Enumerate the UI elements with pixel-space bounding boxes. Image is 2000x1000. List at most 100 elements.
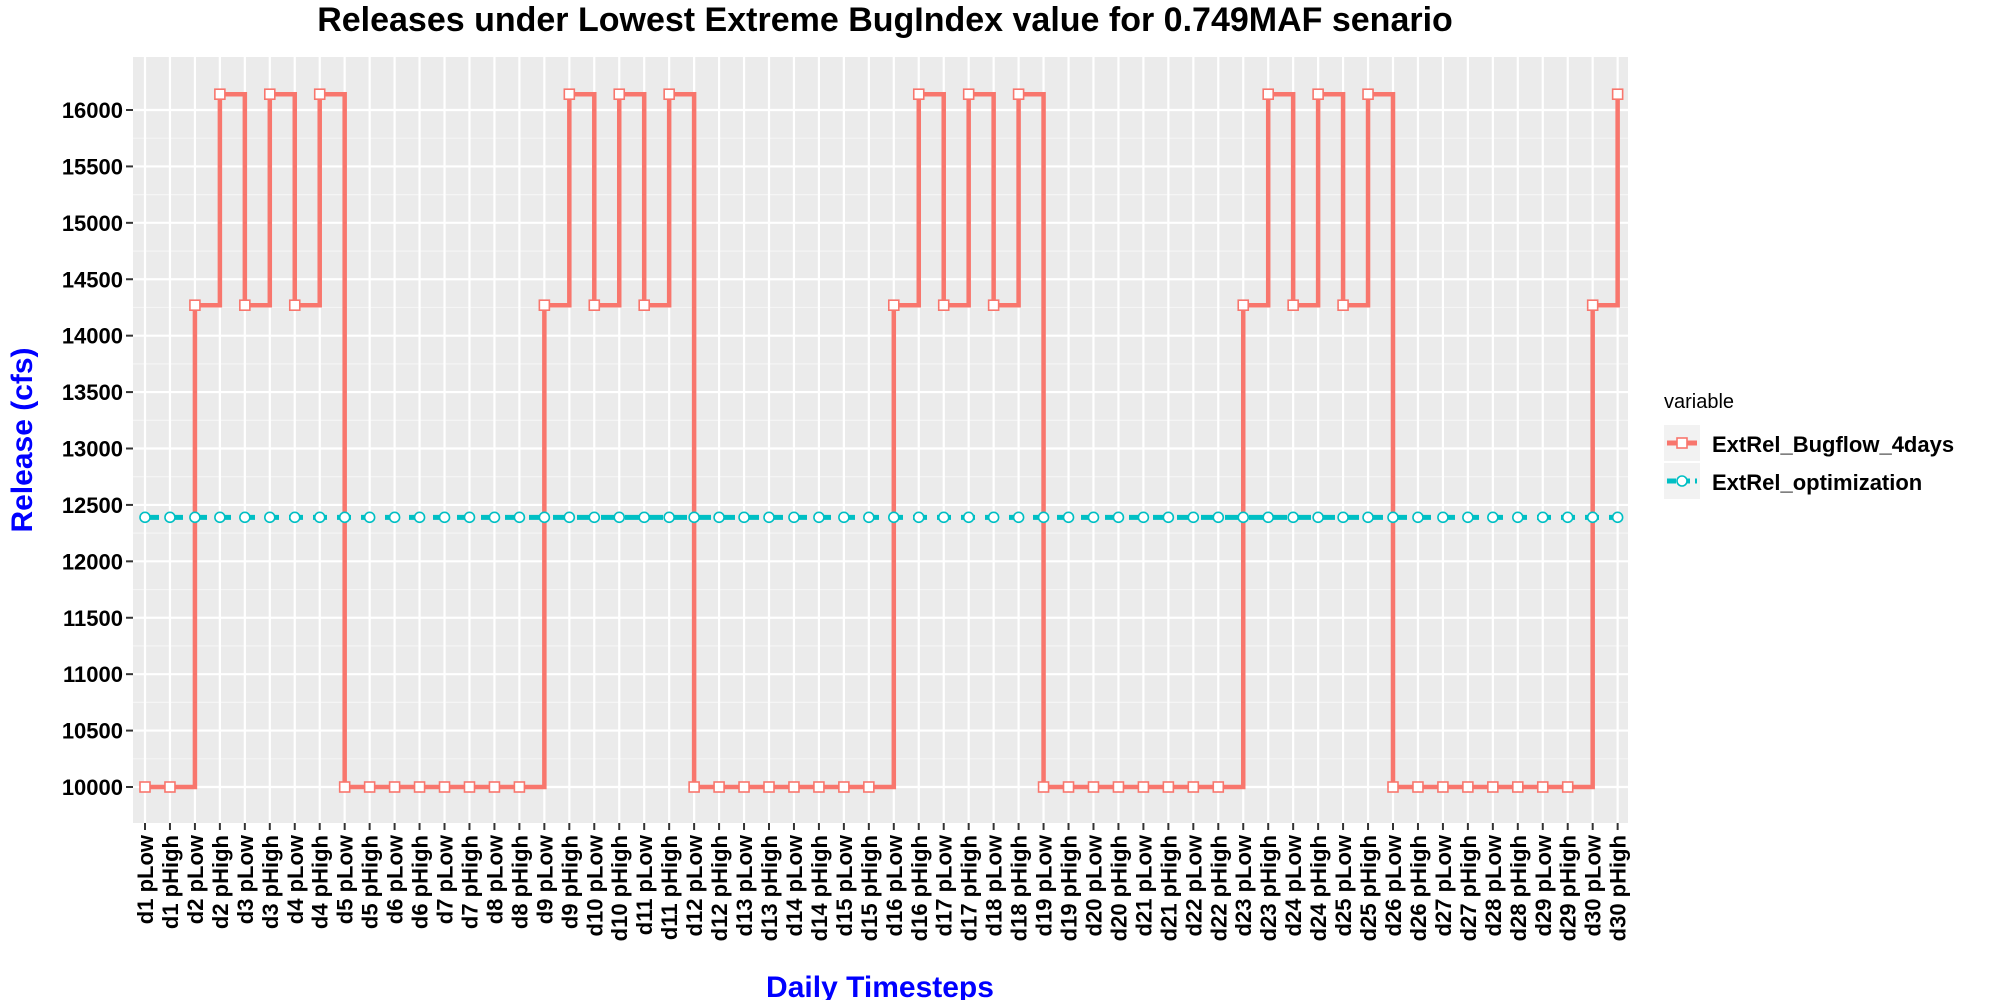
data-point (288, 299, 301, 312)
data-point (363, 511, 376, 524)
data-point (388, 511, 401, 524)
data-point (1087, 511, 1100, 524)
data-point (263, 511, 276, 524)
data-point (1512, 781, 1524, 793)
data-point (563, 511, 576, 524)
y-tick-label: 13000 (62, 437, 123, 462)
x-tick-label: d4 pLow (283, 834, 308, 924)
data-point (563, 88, 576, 101)
data-point (1611, 511, 1624, 524)
x-tick-label: d9 pHigh (557, 835, 582, 929)
y-tick-label: 15000 (62, 211, 123, 236)
legend-label: ExtRel_Bugflow_4days (1712, 432, 1954, 457)
x-tick-label: d6 pHigh (408, 835, 433, 929)
x-tick-label: d10 pLow (582, 834, 607, 936)
data-point (1162, 781, 1175, 793)
data-point (1037, 511, 1050, 524)
legend-item: ExtRel_optimization (1664, 463, 1922, 499)
data-point (313, 88, 326, 101)
x-tick-label: d10 pHigh (607, 835, 632, 941)
x-tick-label: d23 pLow (1231, 834, 1256, 936)
data-point (937, 511, 950, 524)
x-tick-label: d28 pHigh (1506, 835, 1531, 941)
plot-panel (133, 57, 1628, 823)
legend-label: ExtRel_optimization (1712, 470, 1922, 495)
data-point (813, 511, 825, 524)
x-tick-label: d8 pHigh (507, 835, 532, 929)
x-tick-label: d14 pLow (782, 834, 807, 936)
y-tick-label: 10000 (62, 775, 123, 800)
data-point (763, 511, 775, 524)
x-tick-label: d30 pLow (1581, 834, 1606, 936)
data-point (1586, 511, 1599, 524)
data-point (1137, 781, 1150, 793)
data-point (1312, 88, 1324, 101)
x-tick-label: d7 pHigh (457, 835, 482, 929)
data-point (688, 781, 700, 793)
data-point (1137, 511, 1150, 524)
data-point (513, 781, 526, 793)
x-tick-label: d27 pHigh (1456, 835, 1481, 941)
data-point (1487, 781, 1499, 793)
series-ExtRel_Bugflow_4days (139, 88, 1624, 793)
data-point (1187, 781, 1200, 793)
x-tick-label: d20 pHigh (1106, 835, 1131, 941)
x-axis-title: Daily Timesteps (766, 971, 994, 1000)
x-tick-label: d11 pHigh (657, 835, 682, 940)
legend-title: variable (1664, 391, 1734, 413)
data-point (912, 88, 925, 101)
data-point (638, 511, 651, 524)
x-tick-label: d30 pHigh (1606, 835, 1631, 941)
y-tick-label: 16000 (62, 98, 123, 123)
data-point (1586, 299, 1599, 312)
data-point (413, 781, 426, 793)
data-point (863, 511, 875, 524)
data-point (713, 511, 725, 524)
y-tick-label: 12000 (62, 549, 123, 574)
x-tick-label: d25 pHigh (1356, 835, 1381, 941)
y-tick-label: 15500 (62, 154, 123, 179)
data-point (313, 511, 326, 524)
data-point (1362, 511, 1374, 524)
data-point (1012, 88, 1025, 101)
series-ExtRel_optimization (139, 511, 1624, 524)
x-tick-label: d4 pHigh (308, 835, 333, 929)
data-point (1561, 511, 1574, 524)
data-point (413, 511, 426, 524)
x-tick-label: d21 pLow (1131, 834, 1156, 936)
data-point (663, 511, 675, 524)
x-tick-label: d13 pLow (732, 834, 757, 936)
x-tick-label: d16 pLow (882, 834, 907, 936)
data-point (738, 781, 750, 793)
data-point (588, 299, 601, 312)
data-point (463, 511, 476, 524)
data-point (338, 511, 351, 524)
x-tick-label: d12 pHigh (707, 835, 732, 941)
data-point (663, 88, 675, 101)
legend-item: ExtRel_Bugflow_4days (1664, 425, 1954, 461)
y-tick-label: 11500 (63, 606, 123, 631)
y-tick-label: 14500 (62, 267, 123, 292)
x-tick-label: d5 pHigh (358, 835, 383, 929)
data-point (1087, 781, 1100, 793)
data-point (1437, 781, 1449, 793)
data-point (1062, 511, 1075, 524)
x-tick-label: d19 pLow (1032, 834, 1057, 936)
x-tick-label: d24 pHigh (1306, 835, 1331, 941)
data-point (1212, 781, 1225, 793)
x-tick-label: d25 pLow (1331, 834, 1356, 936)
data-point (239, 511, 251, 524)
data-point (937, 299, 950, 312)
data-point (538, 511, 551, 524)
data-point (1037, 781, 1050, 793)
data-point (189, 299, 201, 312)
data-point (1237, 511, 1250, 524)
x-tick-label: d29 pHigh (1556, 835, 1581, 941)
y-tick-label: 13500 (62, 380, 123, 405)
y-axis-title: Release (cfs) (6, 347, 39, 532)
data-point (189, 511, 201, 524)
x-tick-label: d28 pLow (1481, 834, 1506, 936)
chart-title: Releases under Lowest Extreme BugIndex v… (317, 1, 1453, 39)
x-tick-label: d29 pLow (1531, 834, 1556, 936)
data-point (438, 781, 451, 793)
